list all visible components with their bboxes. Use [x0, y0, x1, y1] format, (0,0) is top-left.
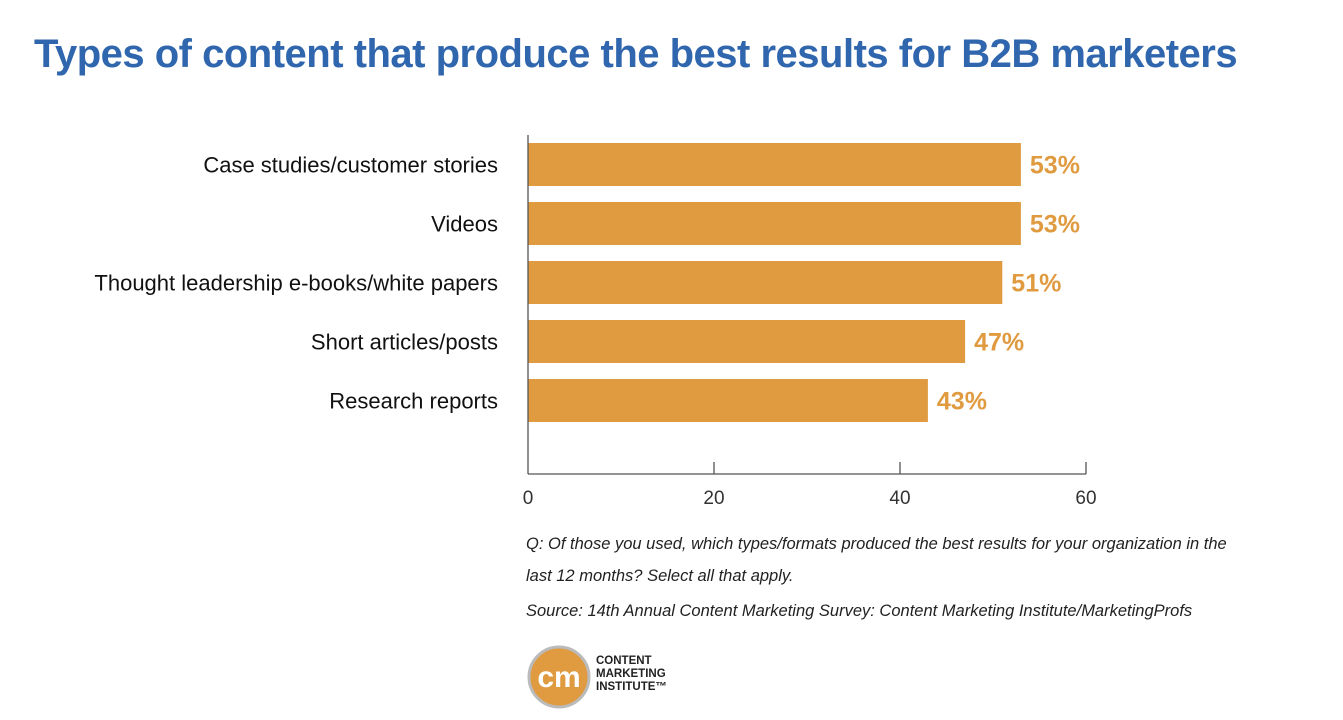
data-label: 53% [1030, 152, 1080, 180]
category-label: Short articles/posts [311, 330, 498, 355]
bar [528, 379, 928, 422]
logo-line1: CONTENT [596, 655, 652, 667]
data-label: 47% [974, 329, 1024, 357]
logo-line2: MARKETING [596, 668, 666, 680]
x-tick-label: 0 [523, 488, 534, 509]
cmi-logo: cm [527, 645, 591, 709]
bar [528, 143, 1021, 186]
chart-title: Types of content that produce the best r… [34, 32, 1238, 76]
category-label: Case studies/customer stories [203, 153, 498, 178]
x-tick-label: 60 [1075, 488, 1096, 509]
bar-chart: Case studies/customer stories 53% Videos 53… [94, 135, 1097, 509]
question-note-line2: last 12 months? Select all that apply. [526, 567, 794, 585]
data-label: 53% [1030, 211, 1080, 239]
x-tick-label: 20 [703, 488, 724, 509]
source-note: Source: 14th Annual Content Marketing Su… [526, 602, 1193, 620]
category-label: Videos [431, 212, 498, 237]
logo-line3: INSTITUTE™ [596, 681, 667, 693]
data-label: 51% [1011, 270, 1061, 298]
category-label: Thought leadership e-books/white papers [94, 271, 498, 296]
x-tick-label: 40 [889, 488, 910, 509]
bar [528, 261, 1003, 304]
question-note-line1: Q: Of those you used, which types/format… [526, 535, 1227, 553]
category-label: Research reports [329, 389, 498, 414]
bar [528, 202, 1021, 245]
data-label: 43% [937, 388, 987, 416]
bar [528, 320, 966, 363]
logo-mark: cm [537, 661, 580, 694]
